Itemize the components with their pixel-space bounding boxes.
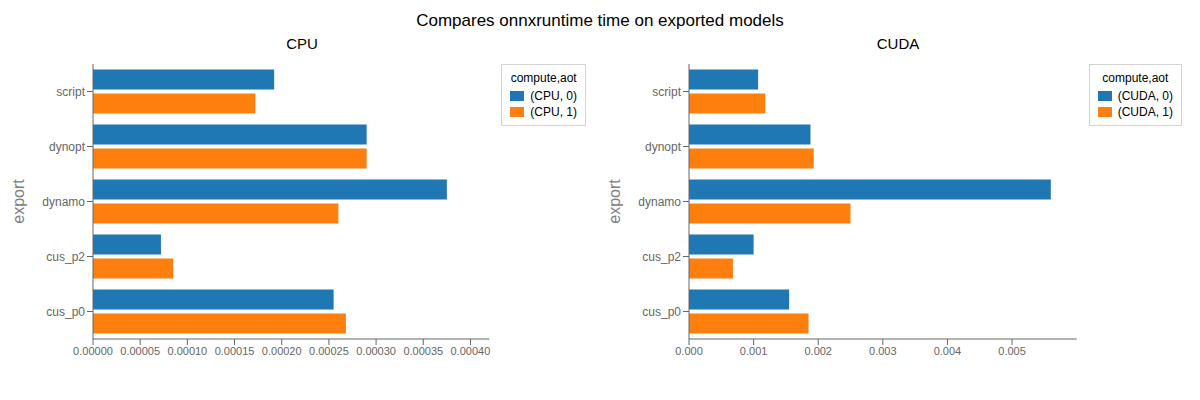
svg-text:0.00015: 0.00015 bbox=[215, 345, 255, 357]
html-text:Compares onnxruntime time on e: Compares onnxruntime time on exported mo… bbox=[416, 11, 784, 30]
svg-text:cus_p0: cus_p0 bbox=[642, 305, 681, 319]
svg-text:0.00020: 0.00020 bbox=[262, 345, 302, 357]
svg-text:cus_p2: cus_p2 bbox=[642, 250, 681, 264]
svg-text:export: export bbox=[10, 179, 27, 224]
svg-text:dynopt: dynopt bbox=[645, 140, 682, 154]
svg-text:script: script bbox=[652, 85, 681, 99]
svg-text:0.00040: 0.00040 bbox=[451, 345, 491, 357]
html-text:(CPU, 0): (CPU, 0) bbox=[530, 89, 577, 103]
svg-text:cus_p0: cus_p0 bbox=[46, 305, 85, 319]
svg-text:0.00035: 0.00035 bbox=[403, 345, 443, 357]
svg-text:0.001: 0.001 bbox=[740, 345, 768, 357]
svg-text:0.00025: 0.00025 bbox=[309, 345, 349, 357]
svg-text:0.00000: 0.00000 bbox=[73, 345, 113, 357]
html-text:(CUDA, 0): (CUDA, 0) bbox=[1117, 89, 1173, 103]
html-text:compute,aot: compute,aot bbox=[1102, 71, 1169, 85]
svg-text:export: export bbox=[606, 179, 623, 224]
svg-text:0.00005: 0.00005 bbox=[120, 345, 160, 357]
svg-text:0.004: 0.004 bbox=[934, 345, 962, 357]
svg-text:dynamo: dynamo bbox=[42, 195, 85, 209]
svg-text:0.00030: 0.00030 bbox=[356, 345, 396, 357]
svg-text:cus_p2: cus_p2 bbox=[46, 250, 85, 264]
svg-text:dynopt: dynopt bbox=[49, 140, 86, 154]
html-text:(CPU, 1): (CPU, 1) bbox=[530, 105, 577, 119]
svg-text:0.002: 0.002 bbox=[804, 345, 832, 357]
svg-text:dynamo: dynamo bbox=[638, 195, 681, 209]
svg-text:0.00010: 0.00010 bbox=[167, 345, 207, 357]
svg-text:0.000: 0.000 bbox=[675, 345, 703, 357]
html-text:(CUDA, 1): (CUDA, 1) bbox=[1117, 105, 1173, 119]
svg-text:0.005: 0.005 bbox=[998, 345, 1026, 357]
svg-text:0.003: 0.003 bbox=[869, 345, 897, 357]
svg-text:script: script bbox=[56, 85, 85, 99]
html-text:compute,aot: compute,aot bbox=[510, 71, 577, 85]
html-text:CPU: CPU bbox=[286, 35, 318, 52]
html-text:CUDA: CUDA bbox=[876, 35, 920, 52]
